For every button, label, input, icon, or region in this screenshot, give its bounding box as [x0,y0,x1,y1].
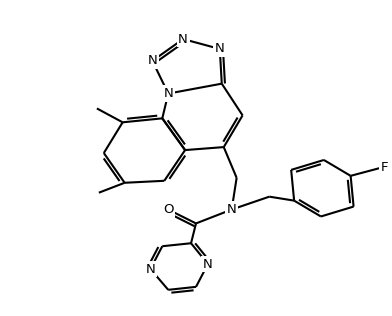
Text: N: N [215,42,225,56]
Text: N: N [145,263,155,276]
Text: N: N [203,258,213,270]
Text: O: O [163,203,174,216]
Text: F: F [380,161,388,174]
Text: N: N [147,54,157,67]
Text: N: N [163,87,173,100]
Text: N: N [227,203,236,216]
Text: N: N [178,33,188,46]
